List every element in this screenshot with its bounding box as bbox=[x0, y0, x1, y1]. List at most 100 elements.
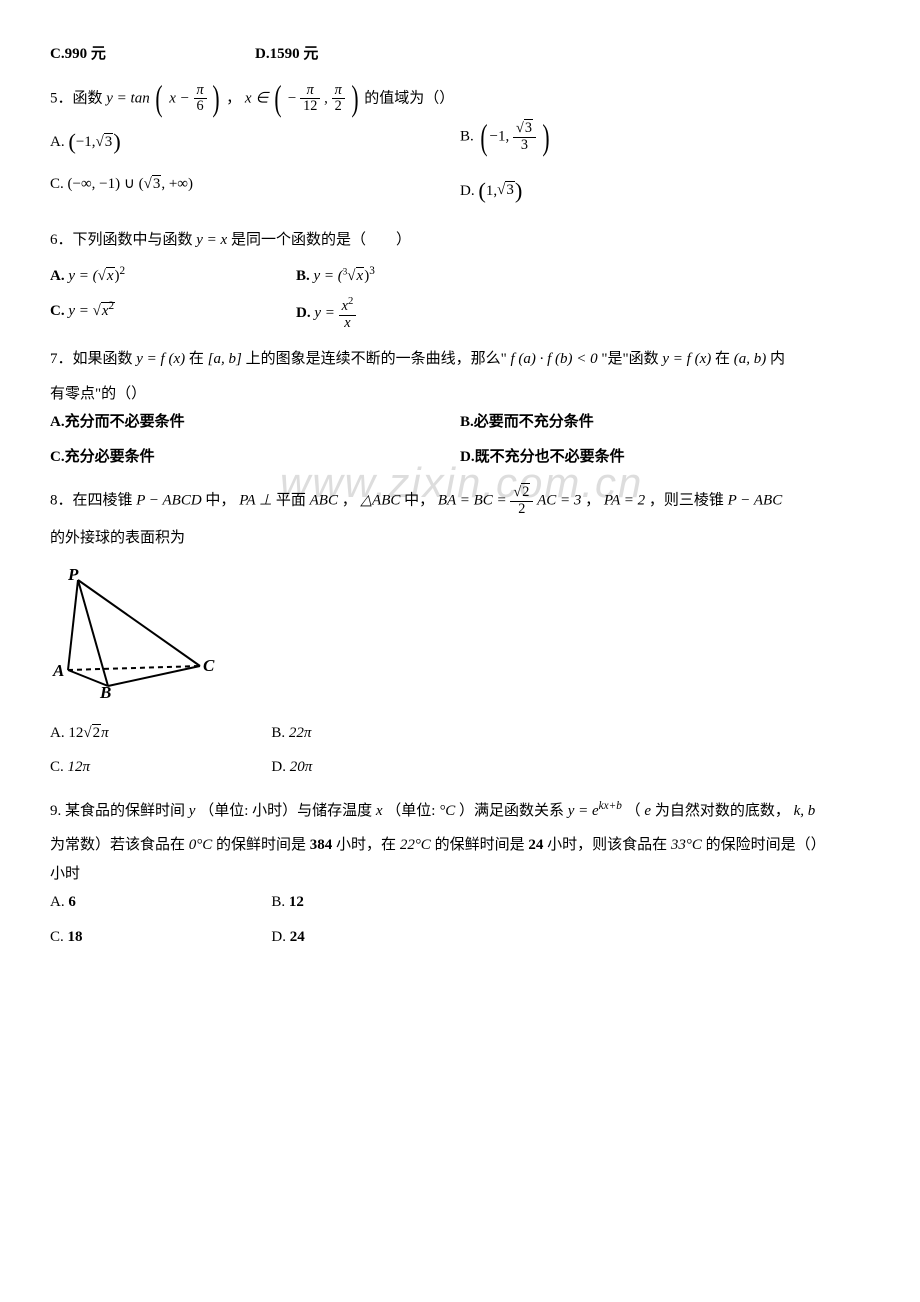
q8c-label: C. bbox=[50, 759, 68, 775]
lparen-icon: ( bbox=[480, 123, 487, 152]
lparen-icon: ( bbox=[68, 129, 76, 154]
q6-opt-d: D. y = x2 x bbox=[296, 296, 542, 331]
q5-frac2: π 12 bbox=[300, 83, 320, 115]
q9l2-d: 的保鲜时间是 bbox=[435, 837, 529, 853]
q5b-den: 3 bbox=[513, 138, 536, 154]
q7-opt-b: B.必要而不充分条件 bbox=[460, 408, 870, 437]
q8b-label: B. bbox=[271, 725, 289, 741]
q9-opt-a: A. 6 bbox=[50, 888, 271, 917]
q5-sep: ， bbox=[226, 90, 241, 106]
q9-opt-d: D. 24 bbox=[271, 923, 492, 952]
q7d: D.既不充分也不必要条件 bbox=[460, 449, 625, 465]
q7-a: 7．如果函数 bbox=[50, 351, 136, 367]
q6d-y: y = bbox=[314, 305, 338, 321]
q7-c: 上的图象是连续不断的一条曲线，那么" bbox=[246, 351, 511, 367]
q8-diagram: P A B C bbox=[50, 568, 870, 709]
q8-opt-a: A. 122π bbox=[50, 719, 271, 748]
q9d: 24 bbox=[290, 929, 305, 945]
q7-b: 在 bbox=[189, 351, 208, 367]
q8-eq1: BA = BC = bbox=[438, 493, 510, 509]
q8-perp: PA ⊥ bbox=[239, 493, 272, 509]
opt-d: D.1590 元 bbox=[255, 40, 460, 69]
q8-opts-row1: A. 122π B. 22π bbox=[50, 719, 870, 748]
q7-opts-row1: A.充分而不必要条件 B.必要而不充分条件 bbox=[50, 408, 870, 437]
q8-den: 2 bbox=[510, 502, 533, 518]
q9l2-b: 的保鲜时间是 bbox=[216, 837, 310, 853]
q5b-frac: 3 3 bbox=[513, 121, 536, 153]
q9-f: 为自然对数的底数， bbox=[655, 803, 790, 819]
q7-cond: f (a) · f (b) < 0 bbox=[510, 351, 597, 367]
lparen-icon: ( bbox=[478, 178, 486, 203]
q9-opts-row2: C. 18 D. 24 bbox=[50, 923, 870, 952]
q5-opt-c: C. (−∞, −1) ∪ (3, +∞) bbox=[50, 170, 460, 213]
q6-stem: 6．下列函数中与函数 y = x 是同一个函数的是（ ） bbox=[50, 226, 870, 255]
q8c-val: 12π bbox=[68, 759, 91, 775]
q7-open: (a, b) bbox=[734, 351, 767, 367]
q9a: 6 bbox=[68, 894, 76, 910]
q5-frac1-den: 6 bbox=[194, 99, 207, 115]
q5-y: y = tan bbox=[106, 90, 149, 106]
q7-eq1: y = f (x) bbox=[136, 351, 185, 367]
q8a-coeff: 12 bbox=[68, 725, 83, 741]
q7-stem: 7．如果函数 y = f (x) 在 [a, b] 上的图象是连续不断的一条曲线… bbox=[50, 345, 870, 374]
q9a-pre: A. bbox=[50, 894, 68, 910]
q5c-label: C. bbox=[50, 176, 68, 192]
q9l2-e: 小时，则该食品在 bbox=[547, 837, 671, 853]
q8-opt-d: D. 20π bbox=[271, 753, 492, 782]
prev-q-options: C.990 元 D.1590 元 bbox=[50, 40, 870, 69]
q9-evar: e bbox=[644, 803, 651, 819]
q5-text-b: 的值域为（） bbox=[364, 90, 454, 106]
q8-f: ，则三棱锥 bbox=[649, 493, 728, 509]
q7a: A.充分而不必要条件 bbox=[50, 414, 185, 430]
q6-a: 6．下列函数中与函数 bbox=[50, 232, 196, 248]
q8-pab: P − ABCD bbox=[136, 493, 201, 509]
q5-frac3-num: π bbox=[332, 83, 345, 100]
q8-e: ， bbox=[585, 493, 600, 509]
sqrt-icon: 3 bbox=[516, 121, 533, 137]
vertex-b: B bbox=[99, 683, 111, 698]
tetrahedron-icon: P A B C bbox=[50, 568, 220, 698]
q8d-label: D. bbox=[271, 759, 289, 775]
q8-opt-c: C. 12π bbox=[50, 753, 271, 782]
q8-d: 中， bbox=[404, 493, 434, 509]
q9-opt-c: C. 18 bbox=[50, 923, 271, 952]
q5-opts-row1: A. (−1,3) B. (−1, 3 3 ) bbox=[50, 121, 870, 164]
q5b-rad: 3 bbox=[524, 119, 533, 136]
q7-f: 内 bbox=[770, 351, 785, 367]
q9-opt-b: B. 12 bbox=[271, 888, 492, 917]
q9-t33: 33°C bbox=[671, 837, 702, 853]
q8a-rad: 2 bbox=[92, 724, 102, 741]
q8b-val: 22π bbox=[289, 725, 312, 741]
q6-opt-b: B. y = (3x)3 bbox=[296, 261, 542, 291]
q5-comma: , bbox=[324, 90, 328, 106]
q9-b: （单位: 小时）与储存温度 bbox=[199, 803, 376, 819]
q6d-frac: x2 x bbox=[339, 296, 357, 331]
q9-deg1: °C bbox=[439, 803, 455, 819]
q9-t0: 0°C bbox=[189, 837, 213, 853]
q7-opts-row2: C.充分必要条件 D.既不充分也不必要条件 www.zixin.com.cn bbox=[50, 443, 870, 472]
q5-stem: 5．函数 y = tan ( x − π 6 ) ， x ∈ ( − π 12 … bbox=[50, 83, 870, 115]
q6-opt-c: C. y = x2 bbox=[50, 296, 296, 331]
vertex-c: C bbox=[203, 656, 215, 675]
q9-exp: kx+b bbox=[599, 800, 622, 812]
rparen-icon-2: ) bbox=[351, 84, 358, 113]
q5b-label: B. bbox=[460, 128, 478, 144]
q6c-y: y = bbox=[68, 303, 92, 319]
q9-eq: y = e bbox=[568, 803, 599, 819]
q9-kb: k, b bbox=[794, 803, 816, 819]
q7-d: "是"函数 bbox=[601, 351, 662, 367]
q9c-pre: C. bbox=[50, 929, 68, 945]
sqrt-icon: x bbox=[98, 262, 115, 291]
q9-y: y bbox=[189, 803, 196, 819]
rparen-icon: ) bbox=[515, 178, 523, 203]
rparen-icon: ) bbox=[542, 123, 549, 152]
q6d-label: D. bbox=[296, 305, 314, 321]
q6a-label: A. bbox=[50, 268, 68, 284]
cbrt-icon: x bbox=[347, 262, 364, 291]
q9-c: （单位: bbox=[386, 803, 439, 819]
q9l2-f: 的保险时间是（） bbox=[706, 837, 826, 853]
q9-d: ）满足函数关系 bbox=[459, 803, 568, 819]
q5-neg: − bbox=[288, 90, 296, 106]
q9-e: （ bbox=[626, 803, 641, 819]
q8d-val: 20π bbox=[290, 759, 313, 775]
